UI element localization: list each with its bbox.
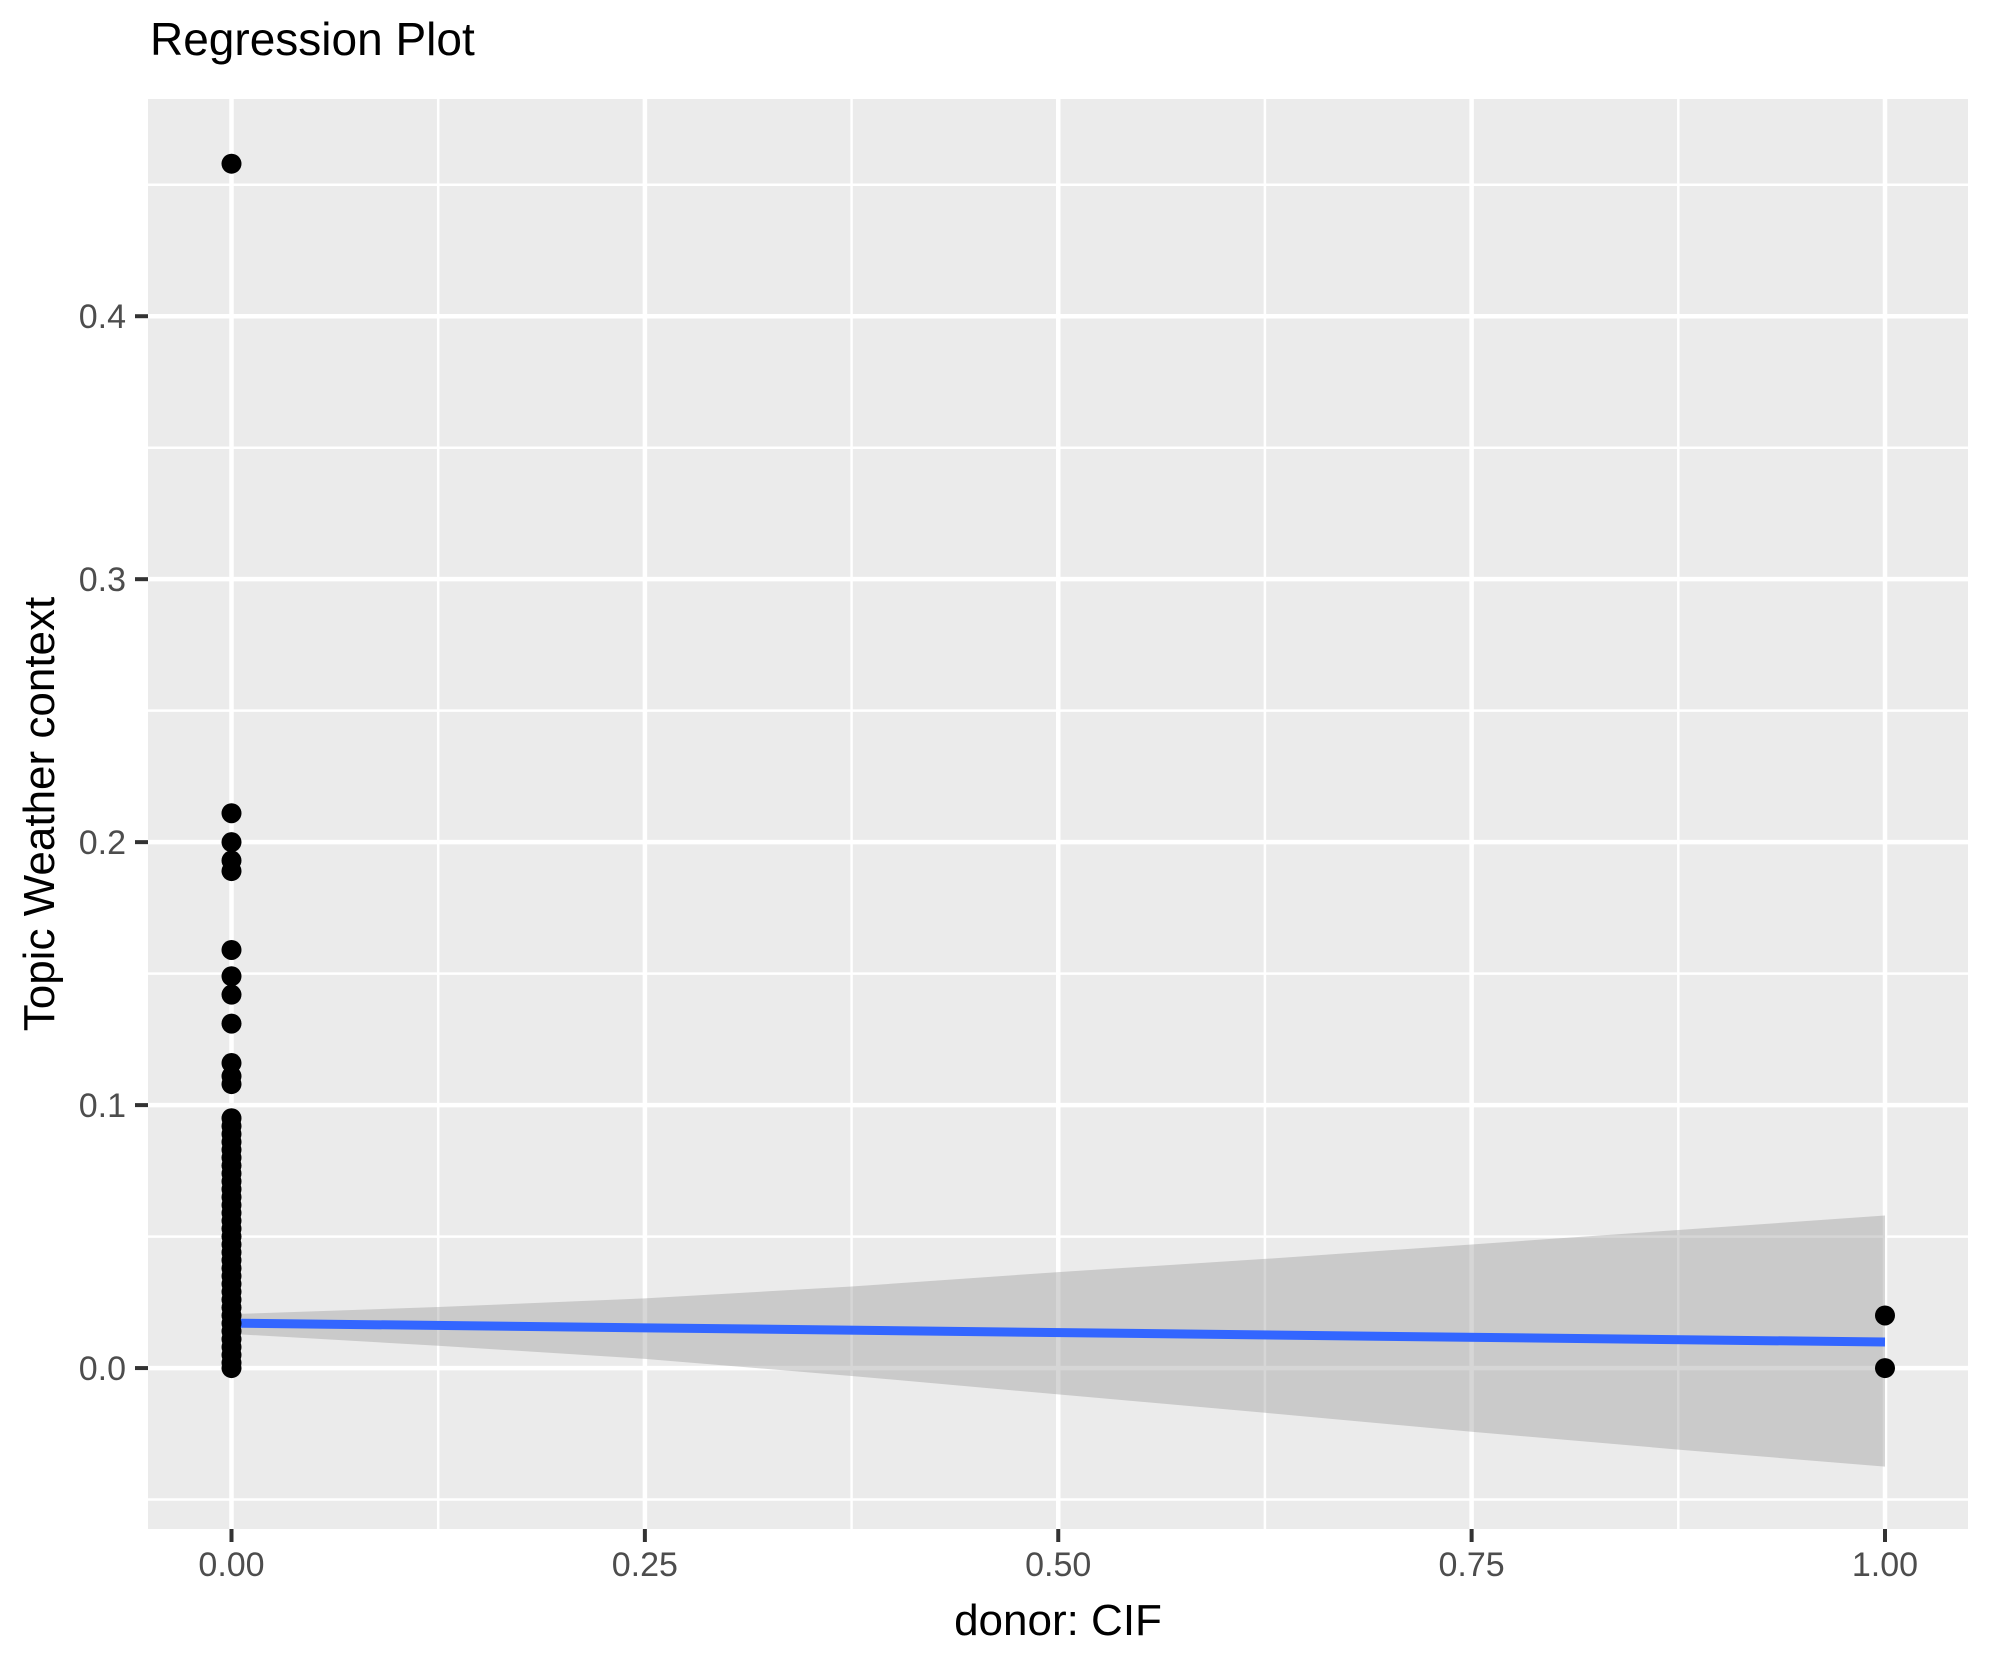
data-point xyxy=(221,939,242,960)
x-tick-label: 0.00 xyxy=(198,1546,264,1584)
data-point xyxy=(221,1013,242,1034)
data-point xyxy=(1874,1305,1895,1326)
data-point xyxy=(221,1074,242,1095)
data-point xyxy=(221,832,242,853)
x-tick-label: 0.75 xyxy=(1439,1546,1505,1584)
x-tick-label: 1.00 xyxy=(1852,1546,1918,1584)
y-tick-label: 0.1 xyxy=(79,1087,126,1125)
y-tick-label: 0.3 xyxy=(79,561,126,599)
y-tick-label: 0.0 xyxy=(79,1350,126,1388)
data-point xyxy=(221,861,242,882)
data-point xyxy=(221,1358,242,1379)
data-point xyxy=(1874,1358,1895,1379)
x-tick-label: 0.25 xyxy=(612,1546,678,1584)
y-axis-title: Topic Weather context xyxy=(15,596,64,1032)
data-point xyxy=(221,984,242,1005)
data-point xyxy=(221,803,242,824)
y-tick-label: 0.4 xyxy=(79,298,126,336)
regression-line xyxy=(231,1318,1886,1347)
y-tick-label: 0.2 xyxy=(79,824,126,862)
data-point xyxy=(221,153,242,174)
chart-title: Regression Plot xyxy=(150,13,475,65)
confidence-band xyxy=(231,1215,1885,1467)
data-point xyxy=(221,966,242,987)
x-tick-label: 0.50 xyxy=(1025,1546,1091,1584)
x-axis-title: donor: CIF xyxy=(954,1596,1162,1645)
